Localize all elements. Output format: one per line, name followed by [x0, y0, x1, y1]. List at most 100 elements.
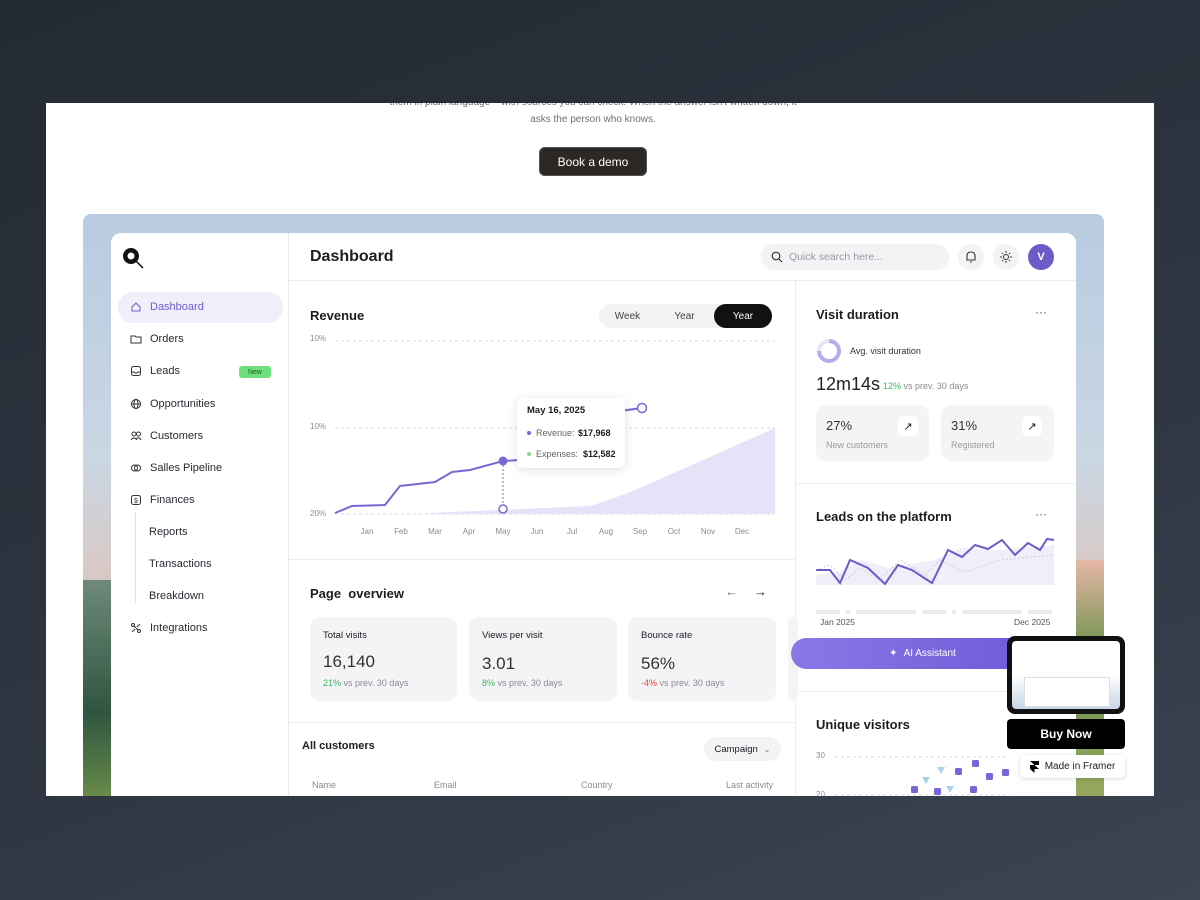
nav-item[interactable]: Customers	[130, 430, 203, 442]
y-label: 10%	[310, 334, 327, 343]
more-button[interactable]: ···	[1035, 305, 1047, 319]
mini-value: 27%	[826, 418, 853, 433]
sparkle-icon: ✦	[889, 648, 898, 659]
nav-item[interactable]: Breakdown	[149, 590, 204, 602]
visitors-chart	[835, 756, 1010, 796]
stat-value: 56%	[641, 654, 676, 673]
sun-icon	[1000, 251, 1012, 263]
page-title: Dashboard	[310, 248, 394, 265]
stat-label: Total visits	[323, 630, 367, 641]
sidebar-divider	[288, 233, 289, 796]
bell-icon	[966, 251, 976, 263]
revenue-chart	[334, 340, 775, 515]
thumbnail-image	[1012, 641, 1120, 709]
visit-change-row: 12% vs prev. 30 days	[883, 382, 968, 391]
preview-thumbnail[interactable]	[1007, 636, 1125, 714]
stat-card: Total visits 16,140 21% vs prev. 30 days	[310, 617, 457, 701]
search-icon	[771, 251, 783, 263]
section-divider	[796, 691, 1076, 692]
month-label: May	[495, 527, 511, 536]
section-title: Revenue	[310, 308, 365, 323]
legend-dot	[527, 452, 531, 456]
nav-item[interactable]: Orders	[130, 333, 184, 345]
logo	[123, 248, 144, 269]
header-divider	[288, 280, 1076, 281]
nav-item[interactable]: Transactions	[149, 558, 212, 570]
book-demo-button[interactable]: Book a demo	[539, 147, 647, 176]
leads-chart	[815, 537, 1055, 614]
column-header: Name	[312, 780, 337, 790]
visit-note: vs prev. 30 days	[903, 381, 969, 391]
mini-card: 27% New customers ↗	[816, 405, 929, 461]
nav-item[interactable]: Reports	[149, 526, 188, 538]
nav-label: Opportunities	[150, 398, 216, 410]
month-label: Apr	[462, 527, 476, 536]
y-label: 20%	[310, 509, 327, 518]
svg-text:$: $	[134, 498, 138, 505]
tab-active[interactable]: Year	[714, 304, 772, 328]
open-icon[interactable]: ↗	[898, 416, 918, 436]
y-label: 30	[816, 751, 825, 760]
stat-note: vs prev. 30 days	[497, 678, 563, 688]
section-title: Page overview	[310, 586, 404, 601]
made-in-framer-badge[interactable]: Made in Framer	[1020, 755, 1125, 778]
campaign-dropdown[interactable]: Campaign ⌄	[704, 737, 781, 761]
legend-dot	[527, 431, 531, 435]
month-label: Oct	[667, 527, 681, 536]
notifications-button[interactable]	[958, 244, 984, 270]
end-point	[636, 402, 648, 414]
month-label: Dec	[734, 527, 750, 536]
ai-assistant-button[interactable]: ✦ AI Assistant	[791, 638, 1029, 669]
visit-value: 12m14s	[816, 374, 881, 394]
stat-change: 8%	[482, 678, 496, 688]
mini-card: 31% Registered ↗	[941, 405, 1054, 461]
search-box[interactable]: Quick search here...	[761, 244, 949, 270]
nav-item[interactable]: Leads	[130, 365, 180, 377]
month-label: Feb	[394, 527, 408, 536]
subtitle: Avg. visit duration	[850, 346, 921, 356]
nav-label: Reports	[149, 526, 188, 538]
hover-point	[498, 456, 508, 466]
prev-arrow[interactable]: ←	[725, 584, 738, 599]
expenses-area	[430, 428, 775, 514]
nav-item[interactable]: Salles Pipeline	[130, 462, 222, 474]
tooltip-label: Revenue:	[536, 428, 575, 438]
visit-change: 12%	[883, 381, 902, 391]
stat-note: vs prev. 30 days	[343, 678, 409, 688]
section-title: Leads on the platform	[816, 509, 952, 524]
hero-text: asks the person who knows.	[530, 114, 656, 125]
buy-now-button[interactable]: Buy Now	[1007, 719, 1125, 749]
column-divider	[795, 280, 796, 796]
thumbnail-dashboard	[1024, 677, 1110, 707]
tab[interactable]: Year	[674, 310, 695, 322]
nav-label: Breakdown	[149, 590, 205, 602]
stat-change: 21%	[323, 678, 342, 688]
tab[interactable]: Week	[614, 310, 641, 322]
tooltip: May 16, 2025 Revenue: $17,968 Expenses: …	[517, 398, 625, 468]
hover-point	[498, 504, 508, 514]
tooltip-value: $12,582	[583, 449, 616, 459]
more-button[interactable]: ···	[1035, 507, 1047, 521]
settings-button[interactable]	[993, 244, 1019, 270]
next-arrow[interactable]: →	[754, 584, 767, 599]
open-icon[interactable]: ↗	[1022, 416, 1042, 436]
month-label: Mar	[428, 527, 442, 536]
month-label: Jul	[566, 527, 578, 536]
dropdown-label: Campaign	[714, 743, 758, 755]
nav-label: Dashboard	[150, 301, 204, 313]
column-header: Country	[581, 780, 613, 790]
section-title: Visit duration	[816, 307, 899, 322]
nav-item[interactable]: Integrations	[130, 622, 207, 634]
nav-item[interactable]: Opportunities	[130, 398, 215, 410]
nav-label: Orders	[150, 333, 184, 345]
nav-item[interactable]: Dashboard	[130, 301, 204, 313]
chevron: ⌄	[763, 744, 771, 754]
tooltip-value: $17,968	[578, 428, 611, 438]
avatar[interactable]: V	[1028, 244, 1054, 270]
nav-item[interactable]: $ Finances	[130, 494, 195, 506]
range-end: Dec 2025	[1014, 617, 1051, 627]
y-label: 20	[816, 790, 825, 799]
